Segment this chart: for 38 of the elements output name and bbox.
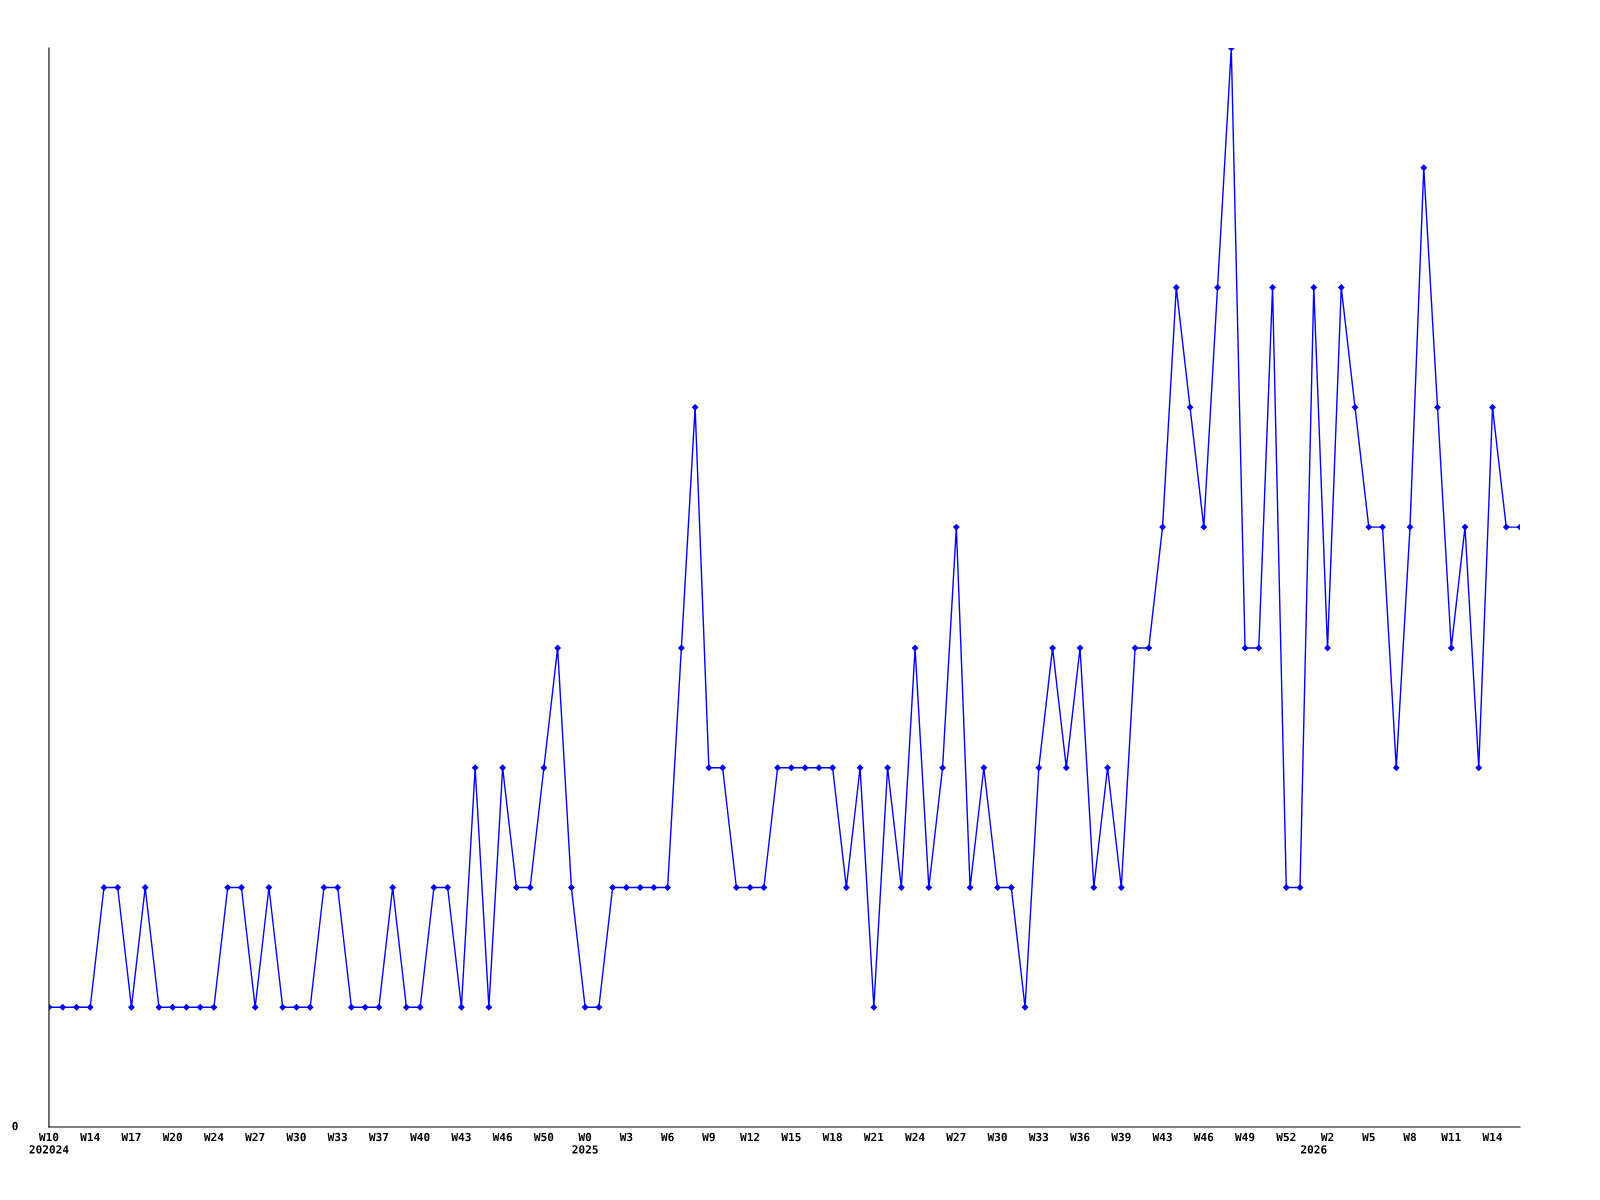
x-tick-label: W9 [702, 1132, 715, 1142]
x-tick-label: W30 [987, 1132, 1007, 1142]
x-tick-label: W2 [1320, 1132, 1334, 1142]
x-tick-label: W15 [781, 1132, 801, 1142]
x-tick-label: W27 [946, 1132, 966, 1142]
x-tick-label: W43 [451, 1132, 471, 1142]
x-tick-label: W30 [286, 1132, 306, 1142]
x-tick-label: W43 [1152, 1132, 1172, 1142]
text: 0 [12, 1121, 18, 1131]
x-tick-label: W27 [245, 1132, 265, 1142]
x-tick-label: W39 [1111, 1132, 1131, 1142]
x-tick-label: W46 [1193, 1132, 1214, 1142]
x-tick-label: W8 [1403, 1132, 1417, 1142]
x-tick-label: W50 [533, 1132, 554, 1142]
x-tick-label: W3 [619, 1132, 633, 1142]
x-tick-label: W17 [121, 1132, 141, 1142]
x-tick-label: W49 [1235, 1132, 1255, 1142]
x-tick-label: W21 [863, 1132, 884, 1142]
x-tick-label: W18 [822, 1132, 842, 1142]
x-tick-label: W52 [1276, 1132, 1296, 1142]
x-tick-label: W20 [162, 1132, 183, 1142]
x-tick-label: W24 [905, 1132, 925, 1142]
x-tick-label: W14 [80, 1132, 100, 1142]
x-tick-label: W5 [1362, 1132, 1375, 1142]
x-tick-label: W36 [1070, 1132, 1090, 1142]
x-tick-label: W33 [1028, 1132, 1049, 1142]
x-tick-label: W0 2025 [572, 1132, 598, 1154]
x-tick-label: W37 [368, 1132, 389, 1142]
x-tick-label: W46 [492, 1132, 513, 1142]
x-tick-label: W14 [1482, 1132, 1503, 1142]
x-tick-label: W6 [660, 1132, 674, 1142]
x-tick-label: 2026 [1301, 1145, 1327, 1154]
x-tick-label: W10 202024 [29, 1132, 69, 1154]
x-tick-label: W40 [410, 1132, 430, 1142]
x-tick-label: W33 [327, 1132, 347, 1142]
x-tick-label: W11 [1441, 1132, 1461, 1142]
x-tick-label: W12 [740, 1132, 760, 1142]
x-tick-label: W24 [203, 1132, 224, 1142]
